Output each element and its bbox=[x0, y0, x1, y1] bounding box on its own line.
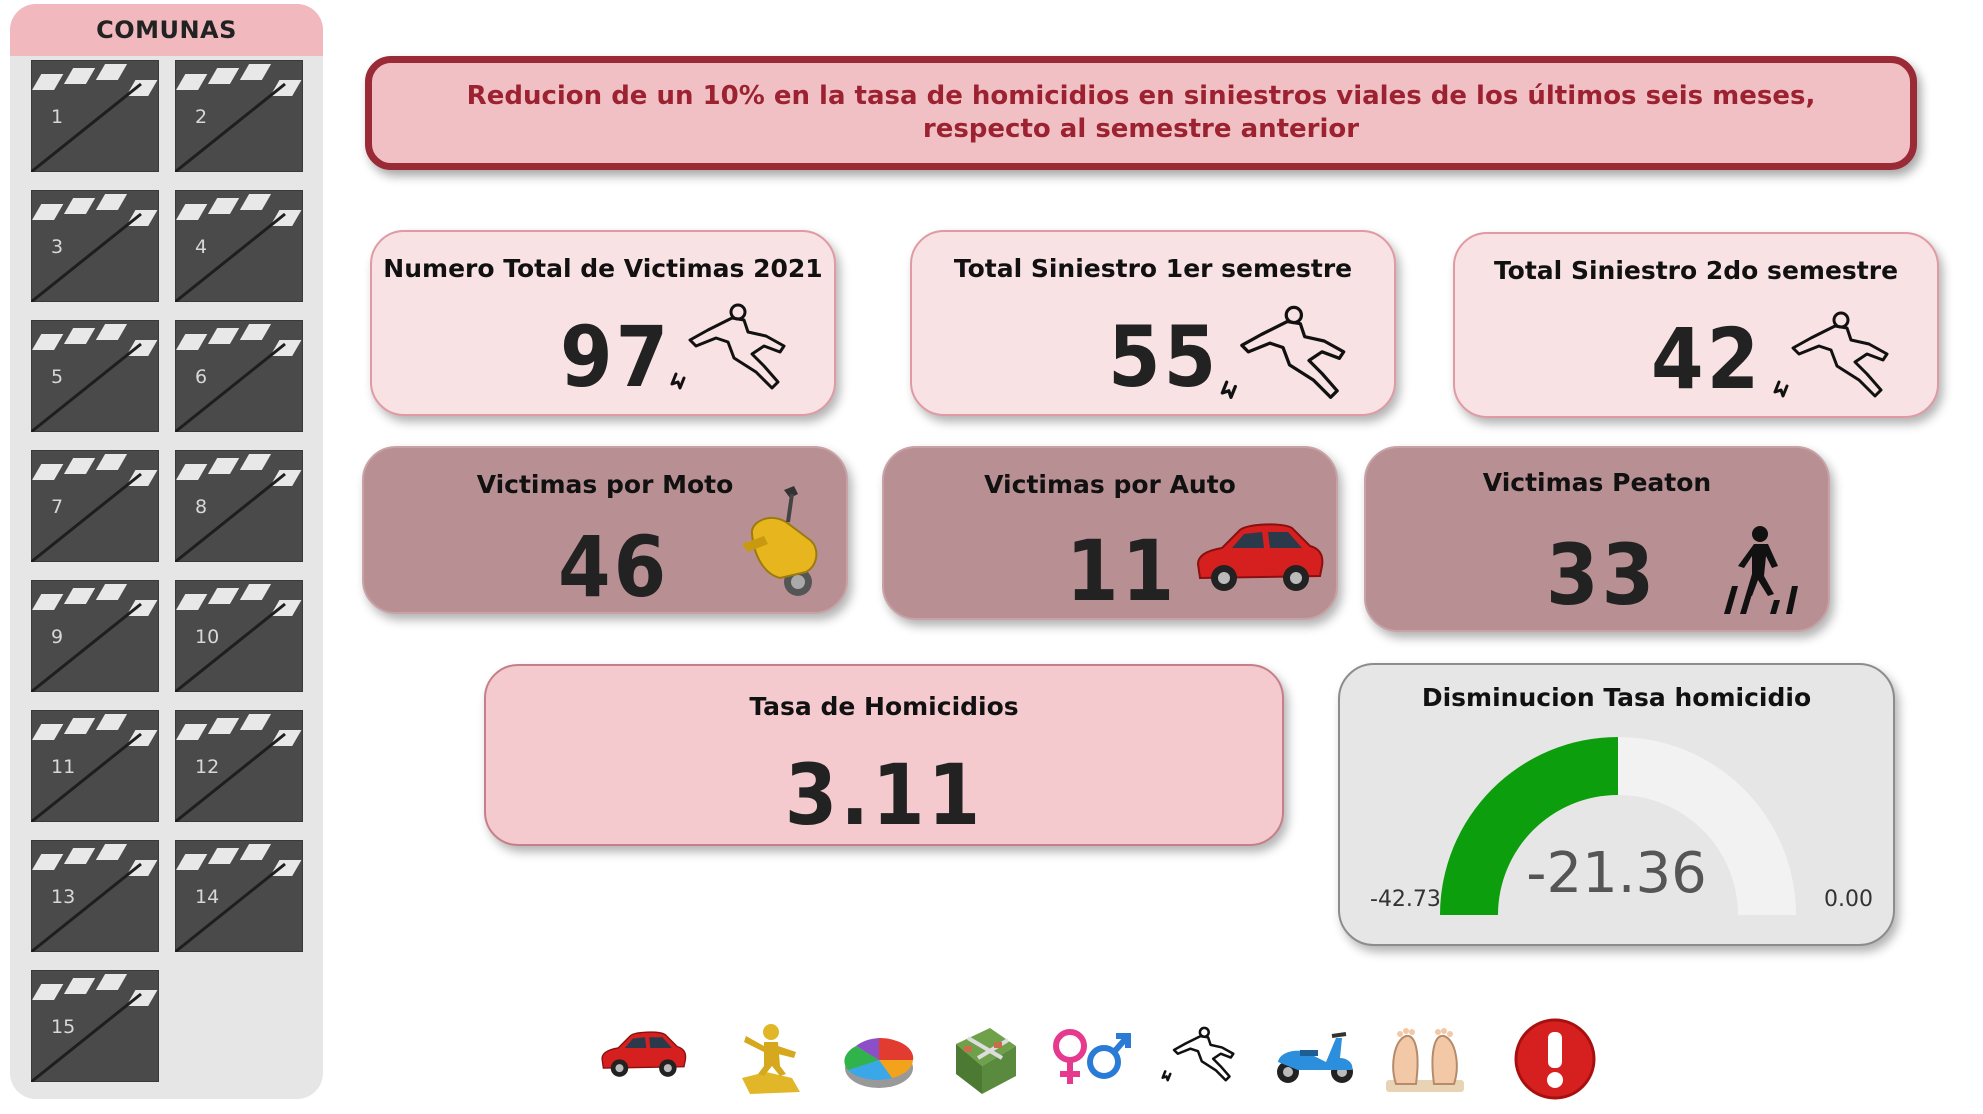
nav-scooter-icon[interactable] bbox=[1272, 1028, 1358, 1090]
comuna-button-15[interactable]: 15 bbox=[31, 970, 159, 1082]
comuna-number: 5 bbox=[51, 366, 64, 388]
gauge-arc bbox=[1440, 737, 1796, 915]
nav-body-outline-icon[interactable] bbox=[1160, 1026, 1236, 1088]
comuna-number: 1 bbox=[51, 106, 64, 128]
body-outline-icon bbox=[1773, 311, 1889, 398]
comuna-number: 13 bbox=[51, 886, 76, 908]
crosswalk-icon bbox=[31, 844, 158, 952]
crosswalk-icon bbox=[31, 64, 158, 172]
crosswalk-icon bbox=[175, 714, 302, 822]
card-siniestro-1er-semestre: Total Siniestro 1er semestre 55 bbox=[910, 230, 1396, 416]
comunas-title: COMUNAS bbox=[10, 4, 323, 56]
crosswalk-icon bbox=[175, 194, 302, 302]
card-title: Victimas por Moto bbox=[476, 470, 734, 499]
crosswalk-icon bbox=[175, 64, 302, 172]
card-value: 97 bbox=[560, 308, 672, 406]
comuna-button-11[interactable]: 11 bbox=[31, 710, 159, 822]
car-icon bbox=[1196, 523, 1324, 591]
crosswalk-icon bbox=[31, 454, 158, 562]
card-value: 11 bbox=[1066, 522, 1178, 620]
card-victimas-peaton: Victimas Peaton 33 bbox=[1364, 446, 1830, 632]
goal-banner-text: Reducion de un 10% en la tasa de homicid… bbox=[466, 81, 1816, 144]
card-value: 55 bbox=[1108, 308, 1220, 406]
body-outline-icon bbox=[1220, 305, 1346, 399]
card-title: Total Siniestro 2do semestre bbox=[1493, 256, 1899, 285]
nav-car-icon[interactable] bbox=[598, 1028, 688, 1084]
crosswalk-icon bbox=[175, 324, 302, 432]
body-outline-icon bbox=[670, 303, 786, 390]
gauge-min-label: -42.73 bbox=[1370, 887, 1441, 912]
comuna-button-14[interactable]: 14 bbox=[175, 840, 303, 952]
comuna-number: 12 bbox=[195, 756, 220, 778]
crosswalk-icon bbox=[175, 454, 302, 562]
crosswalk-icon bbox=[175, 584, 302, 692]
comuna-number: 4 bbox=[195, 236, 208, 258]
crosswalk-icon bbox=[31, 714, 158, 822]
comuna-button-2[interactable]: 2 bbox=[175, 60, 303, 172]
comuna-button-9[interactable]: 9 bbox=[31, 580, 159, 692]
nav-puzzle-figure-icon[interactable] bbox=[736, 1022, 806, 1102]
motorcycle-icon bbox=[742, 486, 818, 596]
comuna-number: 2 bbox=[195, 106, 208, 128]
card-value: 3.11 bbox=[784, 746, 984, 844]
nav-city-map-icon[interactable] bbox=[950, 1024, 1020, 1102]
card-tasa-homicidios: Tasa de Homicidios 3.11 bbox=[484, 664, 1284, 846]
comuna-button-7[interactable]: 7 bbox=[31, 450, 159, 562]
comuna-button-12[interactable]: 12 bbox=[175, 710, 303, 822]
comuna-button-8[interactable]: 8 bbox=[175, 450, 303, 562]
comuna-number: 14 bbox=[195, 886, 220, 908]
comuna-button-13[interactable]: 13 bbox=[31, 840, 159, 952]
crosswalk-icon bbox=[31, 584, 158, 692]
card-total-victimas: Numero Total de Victimas 2021 97 bbox=[370, 230, 836, 416]
pedestrian-crossing-icon bbox=[1724, 526, 1798, 614]
crosswalk-icon bbox=[31, 974, 158, 1082]
card-siniestro-2do-semestre: Total Siniestro 2do semestre 42 bbox=[1453, 232, 1939, 418]
gauge-disminucion-tasa: Disminucion Tasa homicidio -21.36 -42.73… bbox=[1338, 663, 1895, 946]
comuna-button-4[interactable]: 4 bbox=[175, 190, 303, 302]
card-title: Victimas Peaton bbox=[1482, 468, 1712, 497]
comuna-button-1[interactable]: 1 bbox=[31, 60, 159, 172]
comuna-button-3[interactable]: 3 bbox=[31, 190, 159, 302]
crosswalk-icon bbox=[175, 844, 302, 952]
comuna-number: 15 bbox=[51, 1016, 76, 1038]
comunas-panel: COMUNAS 1 2 3 4 5 6 7 8 9 10 11 12 13 14 15 bbox=[10, 4, 323, 1099]
crosswalk-icon bbox=[31, 194, 158, 302]
nav-pie-chart-icon[interactable] bbox=[842, 1030, 916, 1096]
gauge-value: -21.36 bbox=[1526, 841, 1707, 906]
comuna-number: 9 bbox=[51, 626, 64, 648]
card-title: Total Siniestro 1er semestre bbox=[953, 254, 1353, 283]
goal-banner: Reducion de un 10% en la tasa de homicid… bbox=[365, 56, 1917, 170]
card-title: Numero Total de Victimas 2021 bbox=[383, 254, 823, 283]
comuna-number: 7 bbox=[51, 496, 64, 518]
gauge-title: Disminucion Tasa homicidio bbox=[1421, 683, 1812, 712]
comuna-number: 10 bbox=[195, 626, 220, 648]
gauge-max-label: 0.00 bbox=[1824, 887, 1873, 912]
comuna-button-5[interactable]: 5 bbox=[31, 320, 159, 432]
nav-alert-icon[interactable] bbox=[1514, 1018, 1596, 1104]
comuna-number: 8 bbox=[195, 496, 208, 518]
card-victimas-moto: Victimas por Moto 46 bbox=[362, 446, 848, 616]
comuna-number: 3 bbox=[51, 236, 64, 258]
card-title: Tasa de Homicidios bbox=[749, 692, 1019, 721]
comuna-number: 6 bbox=[195, 366, 208, 388]
nav-feet-icon[interactable] bbox=[1384, 1026, 1466, 1100]
nav-gender-icon[interactable] bbox=[1048, 1026, 1134, 1092]
card-value: 42 bbox=[1651, 310, 1763, 408]
card-value: 33 bbox=[1546, 526, 1658, 624]
comuna-button-10[interactable]: 10 bbox=[175, 580, 303, 692]
comuna-button-6[interactable]: 6 bbox=[175, 320, 303, 432]
card-title: Victimas por Auto bbox=[984, 470, 1236, 499]
crosswalk-icon bbox=[31, 324, 158, 432]
card-victimas-auto: Victimas por Auto 11 bbox=[882, 446, 1338, 620]
gauge-fill bbox=[1440, 737, 1618, 915]
comuna-number: 11 bbox=[51, 756, 76, 778]
card-value: 46 bbox=[558, 518, 670, 616]
